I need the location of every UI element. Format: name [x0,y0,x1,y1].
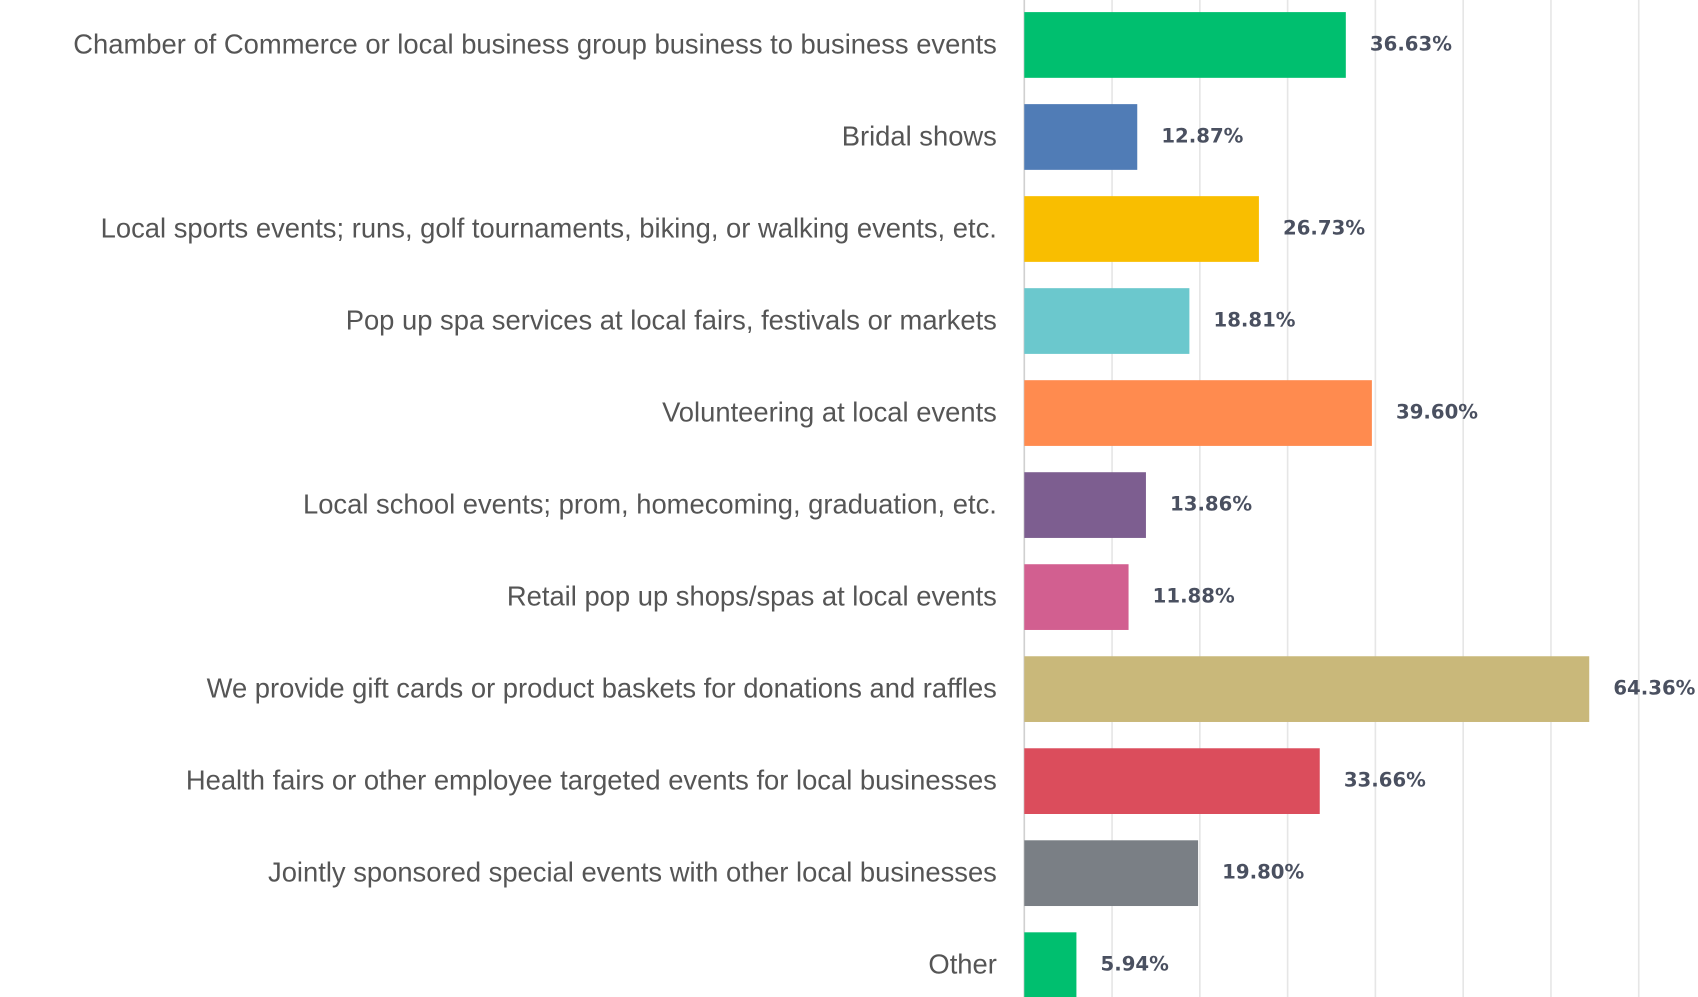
value-label: 64.36% [1613,677,1695,700]
category-label: Chamber of Commerce or local business gr… [73,28,997,59]
value-label: 33.66% [1344,769,1426,792]
value-label: 19.80% [1222,861,1304,884]
bar [1024,564,1129,630]
value-label: 39.60% [1396,401,1478,424]
bar [1024,840,1199,907]
category-label: Volunteering at local events [662,396,997,427]
category-label: Jointly sponsored special events with ot… [268,856,997,887]
bar [1024,748,1320,814]
category-label: We provide gift cards or product baskets… [207,672,997,703]
bar [1024,380,1372,446]
bar [1024,472,1146,538]
bar [1024,12,1346,78]
category-label: Other [928,949,996,980]
value-label: 12.87% [1161,124,1243,147]
bar [1024,656,1590,722]
value-label: 13.86% [1170,493,1252,516]
value-label: 11.88% [1153,585,1235,608]
category-label: Health fairs or other employee targeted … [186,764,997,795]
bar [1024,196,1259,262]
value-label: 5.94% [1101,953,1170,976]
bar [1024,932,1077,997]
category-label: Local school events; prom, homecoming, g… [303,488,997,519]
value-label: 36.63% [1370,32,1452,55]
value-label: 26.73% [1283,217,1365,240]
category-label: Retail pop up shops/spas at local events [507,580,997,611]
category-label: Bridal shows [842,120,997,151]
bar [1024,104,1138,170]
bar [1024,288,1190,354]
value-label: 18.81% [1213,309,1295,332]
category-label: Pop up spa services at local fairs, fest… [346,304,997,335]
category-label: Local sports events; runs, golf tourname… [101,212,997,243]
